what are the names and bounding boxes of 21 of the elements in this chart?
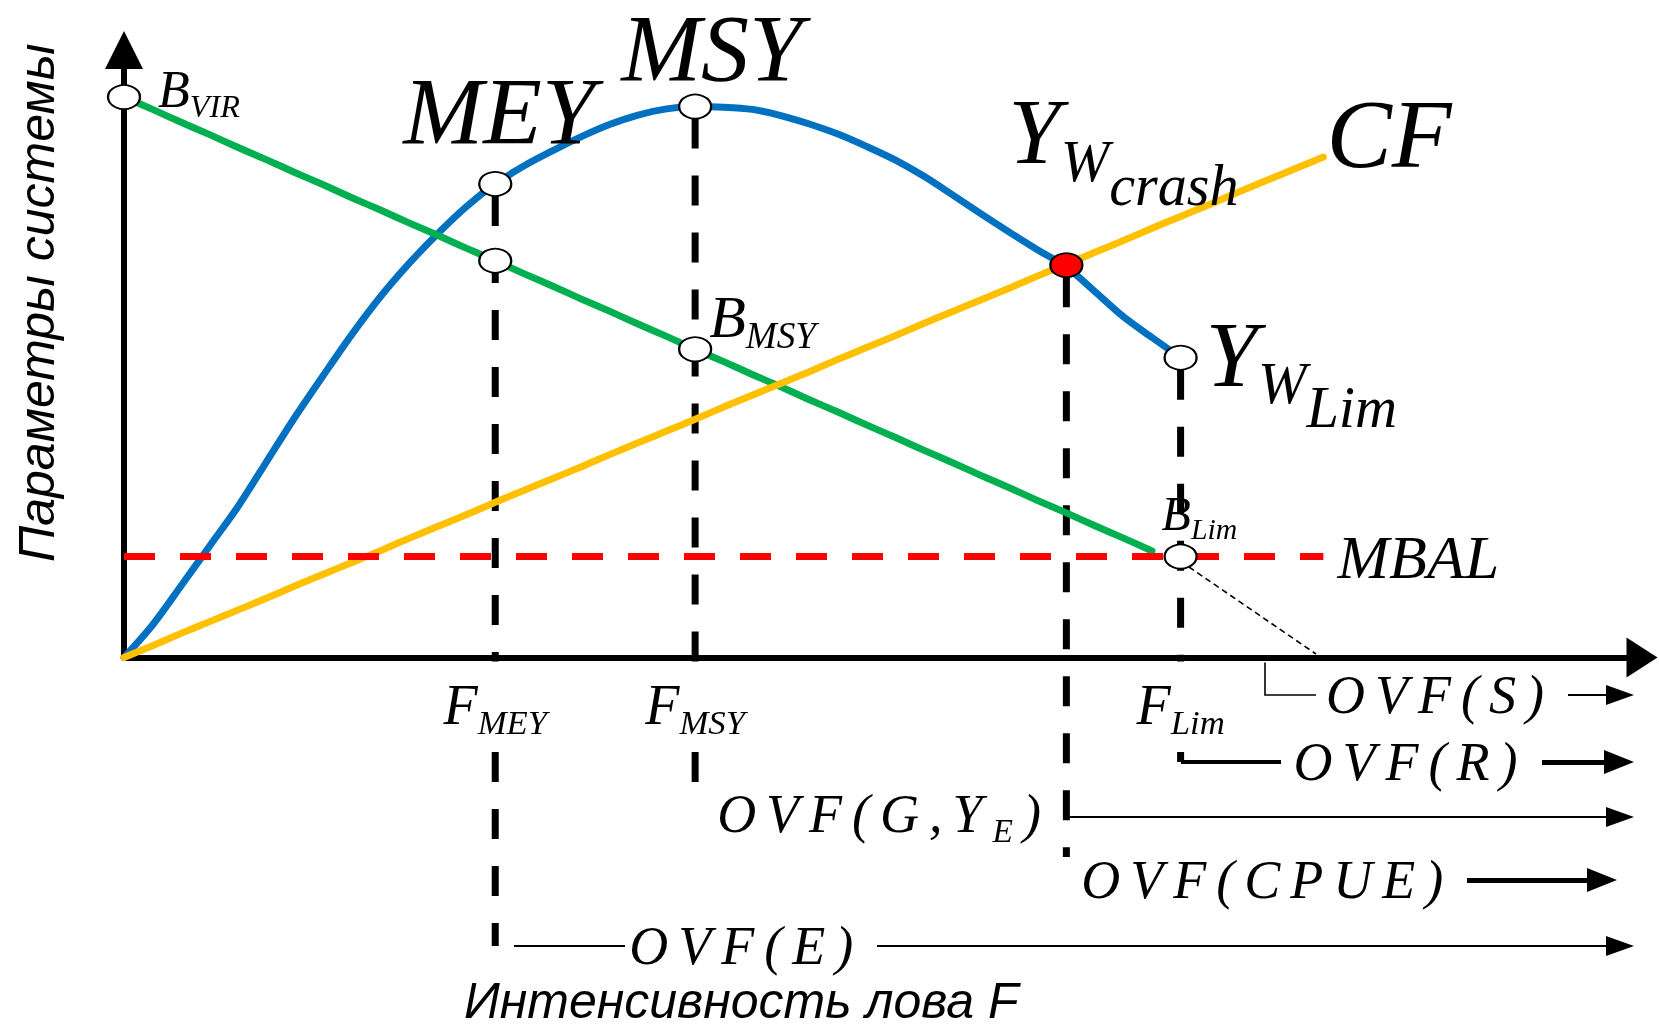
x-tick-label: F$_{MSY}$	[645, 673, 746, 742]
point	[478, 247, 513, 274]
annotation: B$_{VIR}$	[158, 61, 240, 124]
y-axis-title: Параметры системы	[9, 43, 65, 562]
point	[107, 84, 141, 111]
series-label: CF	[1326, 80, 1452, 189]
text: OVF(R)	[1293, 732, 1528, 792]
point	[678, 93, 713, 120]
text: OVF(S)	[1326, 665, 1554, 725]
text: OVF(E)	[629, 916, 864, 976]
ref-line-label: MBAL	[1336, 522, 1500, 591]
text: OVF(G,Y$_{E}$)	[717, 783, 1052, 849]
annotation: B$_{MSY}$	[709, 284, 817, 357]
point	[478, 170, 513, 197]
point	[1049, 252, 1084, 279]
x-tick-label: F$_{MEY}$	[443, 673, 548, 742]
point	[1163, 344, 1198, 371]
point	[678, 336, 713, 363]
point	[1163, 543, 1198, 570]
x-tick-label: F$_{Lim}$	[1136, 673, 1225, 742]
text: OVF(CPUE)	[1081, 850, 1454, 910]
